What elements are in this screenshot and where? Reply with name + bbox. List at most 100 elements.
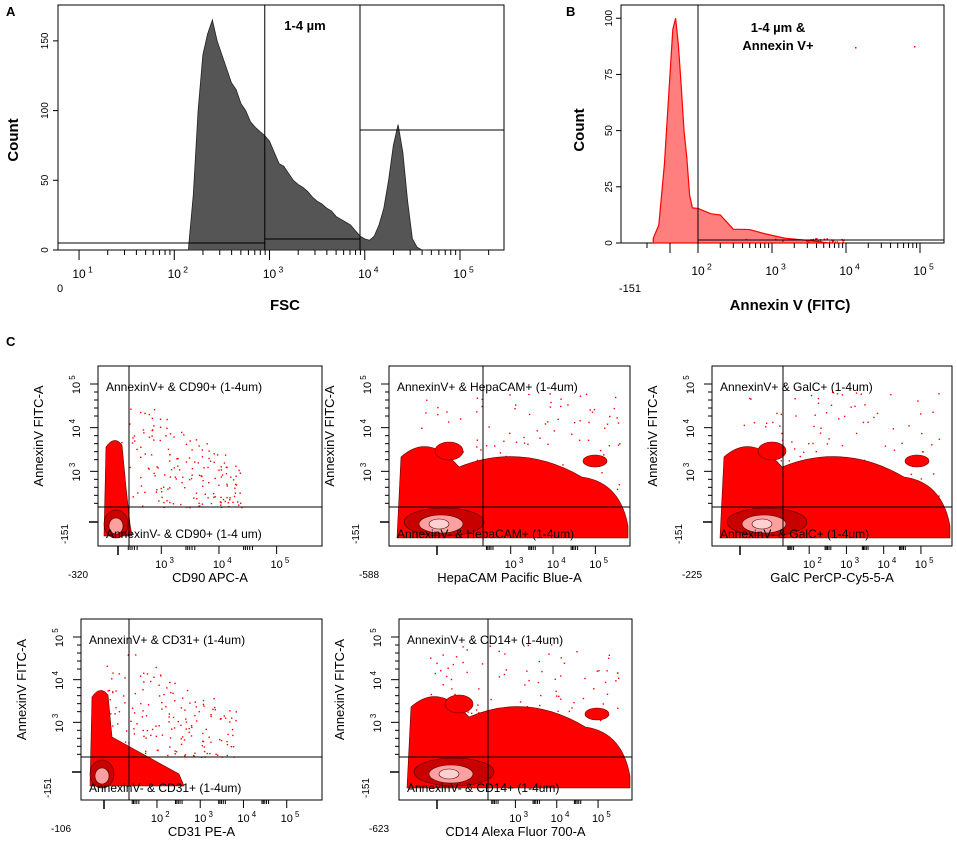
event-dot bbox=[892, 428, 895, 430]
event-dot bbox=[765, 422, 768, 425]
event-dot bbox=[765, 426, 767, 428]
y-tick-label: 25 bbox=[604, 181, 615, 193]
event-dot bbox=[145, 715, 148, 717]
svg-text:5: 5 bbox=[604, 556, 609, 565]
event-dot bbox=[616, 488, 619, 491]
quadrant-upper-label: AnnexinV+ & HepaCAM+ (1-4um) bbox=[397, 380, 578, 394]
x-axis-label: FSC bbox=[270, 297, 300, 314]
event-dot bbox=[178, 469, 181, 471]
event-dot bbox=[140, 446, 142, 448]
event-dot bbox=[210, 713, 212, 716]
event-dot bbox=[191, 474, 193, 476]
event-dot bbox=[166, 687, 168, 689]
event-dot bbox=[203, 705, 205, 707]
event-dot bbox=[890, 393, 892, 396]
event-dot bbox=[193, 497, 195, 499]
y-tick-label: 100 bbox=[604, 9, 615, 26]
event-dot bbox=[125, 730, 128, 732]
event-dot bbox=[541, 670, 543, 673]
event-dot bbox=[524, 684, 526, 686]
event-dot bbox=[446, 675, 448, 678]
event-dot bbox=[173, 436, 175, 438]
event-dot bbox=[180, 724, 182, 727]
event-dot bbox=[560, 698, 562, 700]
event-dot bbox=[207, 497, 209, 499]
y-min-label: -151 bbox=[361, 778, 372, 798]
event-dot bbox=[571, 707, 573, 709]
event-dot bbox=[229, 497, 231, 499]
event-dot bbox=[753, 422, 756, 424]
event-dot bbox=[194, 752, 196, 754]
event-dot bbox=[222, 498, 225, 501]
histogram-fsc bbox=[188, 18, 427, 251]
event-dot bbox=[130, 408, 132, 410]
event-dot bbox=[826, 443, 829, 445]
event-dot bbox=[476, 397, 479, 399]
x-tick-zero: 0 bbox=[57, 283, 63, 295]
event-dot bbox=[823, 238, 826, 241]
event-dot bbox=[188, 731, 190, 734]
event-dot bbox=[170, 691, 172, 694]
x-tick-label: 10 5 bbox=[271, 556, 290, 571]
event-dot bbox=[843, 415, 846, 418]
event-dot bbox=[830, 404, 833, 406]
event-dot bbox=[442, 684, 444, 686]
event-dot bbox=[132, 496, 134, 498]
event-dot bbox=[873, 416, 875, 419]
event-dot bbox=[148, 436, 151, 438]
event-dot bbox=[140, 411, 142, 414]
event-dot bbox=[794, 398, 796, 400]
event-dot bbox=[142, 505, 144, 507]
event-dot bbox=[146, 673, 149, 675]
x-tick-label: 10 4 bbox=[551, 810, 570, 825]
event-dot bbox=[182, 476, 184, 479]
svg-text:5: 5 bbox=[682, 375, 691, 380]
event-dot bbox=[216, 454, 219, 456]
event-dot bbox=[202, 732, 204, 735]
event-dot bbox=[514, 407, 516, 410]
event-dot bbox=[194, 461, 196, 463]
event-dot bbox=[177, 457, 179, 460]
panel-a-label: A bbox=[6, 4, 16, 19]
y-tick-label: 103 bbox=[369, 713, 384, 732]
y-min-label: -151 bbox=[43, 778, 54, 798]
event-dot bbox=[893, 449, 896, 451]
event-dot bbox=[180, 503, 182, 506]
svg-text:10: 10 bbox=[915, 559, 927, 571]
event-dot bbox=[606, 670, 608, 672]
event-dot bbox=[143, 681, 145, 683]
density-peak bbox=[108, 517, 124, 535]
event-dot bbox=[189, 506, 191, 509]
event-dot bbox=[749, 397, 751, 400]
svg-text:4: 4 bbox=[565, 810, 570, 819]
y-min-label: -151 bbox=[60, 524, 71, 544]
panel-b-label: B bbox=[566, 4, 575, 19]
event-dot bbox=[168, 721, 170, 723]
event-dot bbox=[567, 404, 569, 406]
event-dot bbox=[121, 441, 123, 444]
y-tick-label: 10 4 bbox=[359, 418, 374, 437]
event-dot bbox=[238, 469, 240, 472]
x-tick-label: 10 5 bbox=[281, 810, 300, 825]
event-dot bbox=[168, 716, 170, 718]
event-dot bbox=[139, 675, 142, 677]
event-dot bbox=[198, 505, 200, 508]
y-tick-label: 105 bbox=[682, 375, 697, 394]
x-tick-label: 10 1 bbox=[72, 265, 93, 281]
svg-text:10: 10 bbox=[685, 426, 697, 438]
event-dot bbox=[932, 473, 935, 475]
event-dot bbox=[190, 724, 193, 727]
event-dot bbox=[202, 699, 205, 702]
event-dot bbox=[142, 672, 145, 674]
event-dot bbox=[820, 427, 822, 429]
event-dot bbox=[174, 750, 176, 752]
x-tick-min: -151 bbox=[619, 283, 641, 295]
svg-text:10: 10 bbox=[54, 635, 66, 647]
event-dot bbox=[430, 693, 433, 696]
quadrant-lower-label: AnnexinV- & HepaCAM+ (1-4um) bbox=[397, 527, 574, 541]
svg-text:10: 10 bbox=[372, 678, 384, 690]
svg-text:10: 10 bbox=[878, 559, 890, 571]
y-axis-label: Count bbox=[571, 108, 588, 151]
svg-text:10: 10 bbox=[685, 382, 697, 394]
event-dot bbox=[467, 711, 469, 713]
